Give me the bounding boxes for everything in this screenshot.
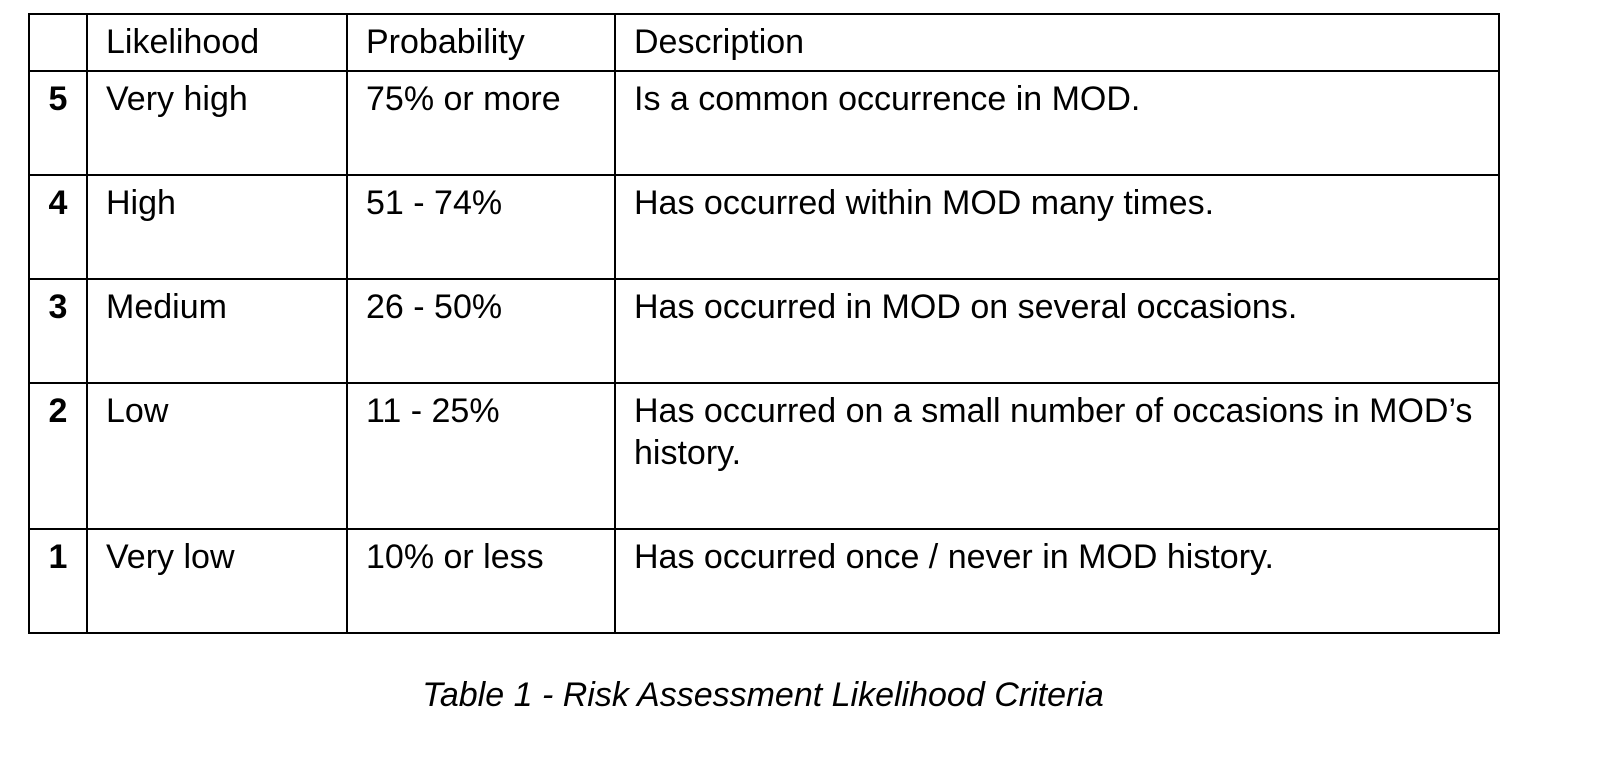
description-cell: Has occurred on a small number of occasi…: [614, 382, 1500, 530]
table-row: 4 High 51 - 74% Has occurred within MOD …: [28, 174, 1500, 280]
level-cell: 4: [28, 174, 88, 280]
description-cell: Has occurred once / never in MOD history…: [614, 528, 1500, 634]
description-cell: Has occurred in MOD on several occasions…: [614, 278, 1500, 384]
table-row: 2 Low 11 - 25% Has occurred on a small n…: [28, 382, 1500, 530]
probability-cell: 11 - 25%: [346, 382, 616, 530]
probability-cell: 75% or more: [346, 70, 616, 176]
probability-cell: 10% or less: [346, 528, 616, 634]
description-cell: Has occurred within MOD many times.: [614, 174, 1500, 280]
likelihood-criteria-table: Likelihood Probability Description 5 Ver…: [28, 13, 1500, 634]
header-likelihood: Likelihood: [86, 13, 348, 72]
table-header-row: Likelihood Probability Description: [28, 13, 1500, 72]
table-caption: Table 1 - Risk Assessment Likelihood Cri…: [422, 676, 1104, 714]
likelihood-cell: Low: [86, 382, 348, 530]
table-row: 5 Very high 75% or more Is a common occu…: [28, 70, 1500, 176]
table-row: 3 Medium 26 - 50% Has occurred in MOD on…: [28, 278, 1500, 384]
likelihood-cell: Very high: [86, 70, 348, 176]
table-row: 1 Very low 10% or less Has occurred once…: [28, 528, 1500, 634]
likelihood-cell: High: [86, 174, 348, 280]
probability-cell: 51 - 74%: [346, 174, 616, 280]
level-cell: 3: [28, 278, 88, 384]
level-cell: 1: [28, 528, 88, 634]
likelihood-cell: Medium: [86, 278, 348, 384]
header-probability: Probability: [346, 13, 616, 72]
likelihood-cell: Very low: [86, 528, 348, 634]
header-level: [28, 13, 88, 72]
header-description: Description: [614, 13, 1500, 72]
description-cell: Is a common occurrence in MOD.: [614, 70, 1500, 176]
probability-cell: 26 - 50%: [346, 278, 616, 384]
level-cell: 5: [28, 70, 88, 176]
level-cell: 2: [28, 382, 88, 530]
